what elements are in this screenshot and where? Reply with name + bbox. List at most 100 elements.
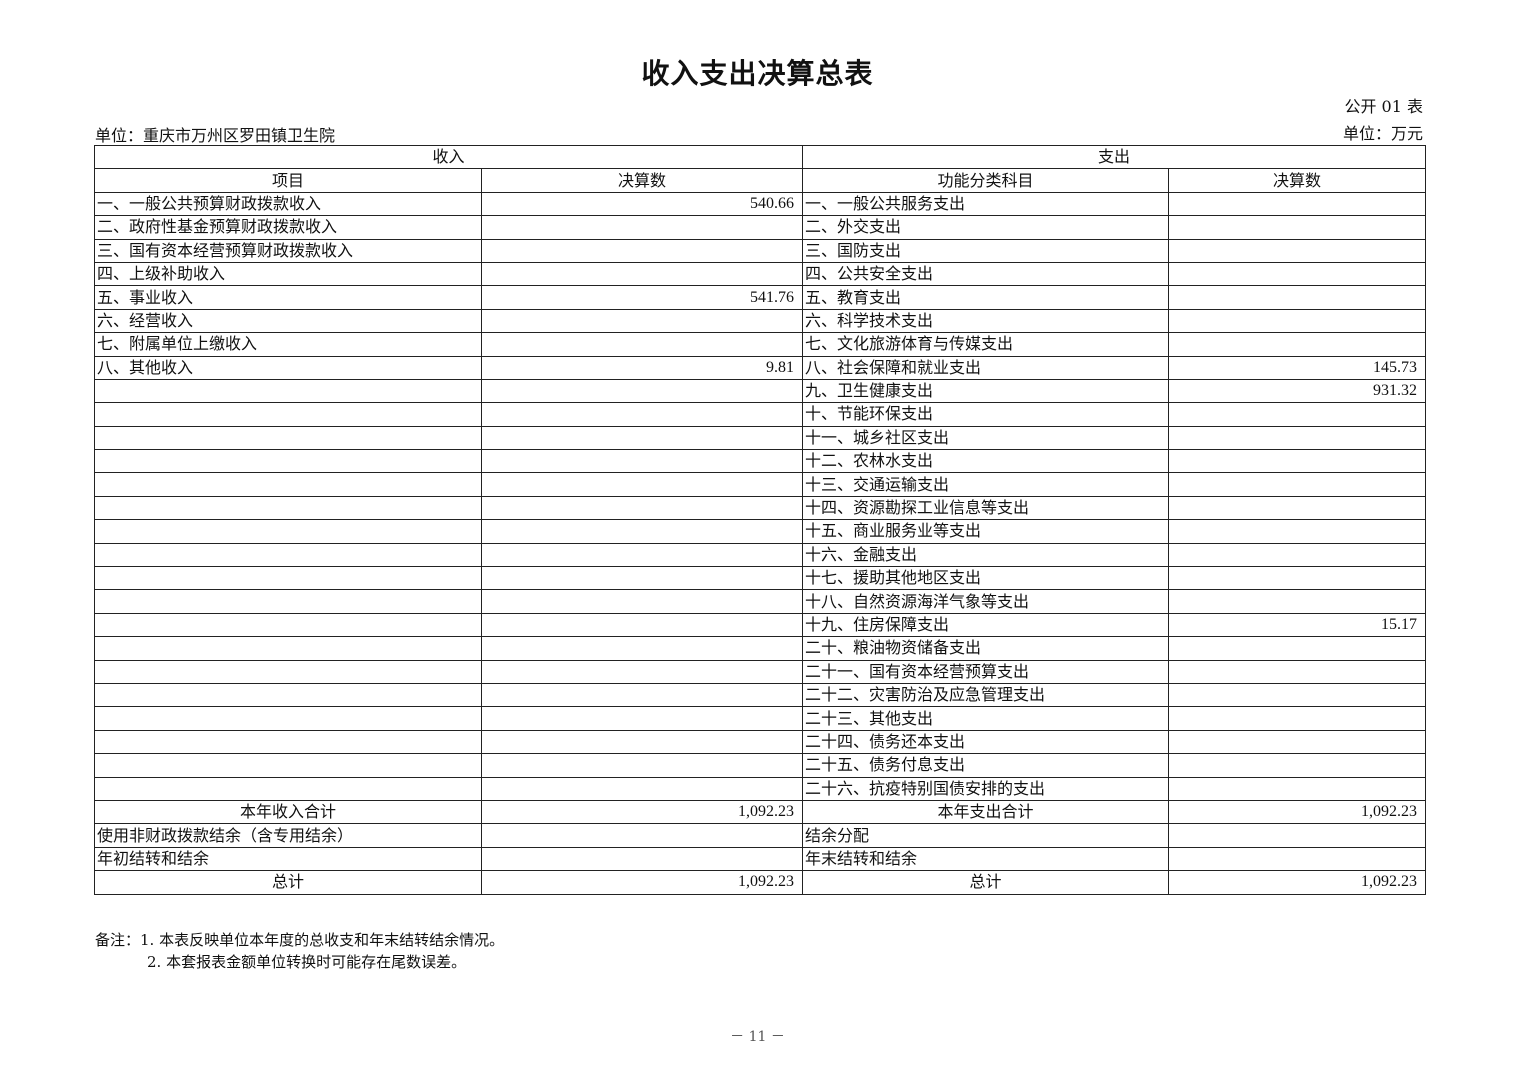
income-amount-cell	[480, 612, 804, 638]
income-item-cell	[94, 706, 482, 731]
table-row: 一、一般公共预算财政拨款收入 540.66 一、一般公共服务支出	[94, 191, 1427, 217]
table-row: 二、政府性基金预算财政拨款收入 二、外交支出	[94, 215, 1427, 240]
income-amount-cell	[480, 706, 804, 731]
expense-amount-cell	[1168, 753, 1427, 778]
expense-amount-cell	[1168, 449, 1427, 474]
summary-row: 年初结转和结余 年末结转和结余	[94, 846, 1427, 872]
income-amount-cell	[480, 332, 804, 357]
table-row: 二十四、债务还本支出	[94, 729, 1427, 755]
income-amount-header: 决算数	[480, 168, 804, 193]
table-row: 四、上级补助收入 四、公共安全支出	[94, 261, 1427, 287]
income-item-cell	[94, 659, 482, 684]
income-amount-cell: 1,092.23	[480, 870, 804, 895]
expense-amount-cell	[1168, 823, 1427, 848]
income-item-cell	[94, 449, 482, 474]
income-item-cell: 六、经营收入	[94, 308, 482, 334]
income-amount-cell	[480, 308, 804, 334]
summary-row: 总计 1,092.23 总计 1,092.23	[94, 870, 1427, 895]
expense-item-cell: 二十五、债务付息支出	[802, 753, 1170, 778]
expense-amount-cell	[1168, 402, 1427, 427]
table-row: 二十二、灾害防治及应急管理支出	[94, 682, 1427, 708]
expense-item-cell: 十二、农林水支出	[802, 449, 1170, 474]
income-amount-cell	[480, 589, 804, 614]
expense-item-cell: 二十、粮油物资储备支出	[802, 636, 1170, 661]
expense-section-header: 支出	[802, 144, 1427, 170]
income-amount-cell	[480, 261, 804, 287]
table-row: 二十三、其他支出	[94, 706, 1427, 731]
table-row: 七、附属单位上缴收入 七、文化旅游体育与传媒支出	[94, 332, 1427, 357]
income-expense-table: 收入 支出 项目 决算数 功能分类科目 决算数 一、一般公共预算财政拨款收入 54…	[93, 144, 1427, 895]
income-amount-cell	[480, 542, 804, 568]
expense-amount-cell	[1168, 566, 1427, 591]
table-row: 十五、商业服务业等支出	[94, 519, 1427, 544]
expense-amount-cell	[1168, 846, 1427, 872]
income-item-cell	[94, 753, 482, 778]
income-amount-cell	[480, 472, 804, 497]
table-row: 二十、粮油物资储备支出	[94, 636, 1427, 661]
income-item-cell	[94, 729, 482, 755]
organization-unit: 单位：重庆市万州区罗田镇卫生院	[95, 126, 336, 145]
income-amount-cell	[480, 378, 804, 404]
page-number: － 11 －	[730, 1029, 785, 1045]
expense-amount-cell: 931.32	[1168, 378, 1427, 404]
expense-amount-cell	[1168, 729, 1427, 755]
expense-item-cell: 十一、城乡社区支出	[802, 425, 1170, 451]
expense-amount-cell	[1168, 495, 1427, 521]
income-item-cell	[94, 495, 482, 521]
income-amount-cell	[480, 519, 804, 544]
income-amount-cell: 541.76	[480, 285, 804, 310]
expense-item-cell: 二十二、灾害防治及应急管理支出	[802, 682, 1170, 708]
expense-item-cell: 十、节能环保支出	[802, 402, 1170, 427]
income-item-cell: 本年收入合计	[94, 799, 482, 825]
income-amount-cell	[480, 402, 804, 427]
expense-item-cell: 二、外交支出	[802, 215, 1170, 240]
expense-amount-cell	[1168, 589, 1427, 614]
expense-item-cell: 九、卫生健康支出	[802, 378, 1170, 404]
expense-amount-cell: 1,092.23	[1168, 799, 1427, 825]
expense-amount-cell	[1168, 706, 1427, 731]
income-item-cell: 一、一般公共预算财政拨款收入	[94, 191, 482, 217]
income-amount-cell	[480, 659, 804, 684]
expense-item-cell: 二十一、国有资本经营预算支出	[802, 659, 1170, 684]
income-item-header: 项目	[94, 168, 482, 193]
table-row: 十三、交通运输支出	[94, 472, 1427, 497]
income-amount-cell	[480, 636, 804, 661]
table-row: 八、其他收入 9.81 八、社会保障和就业支出 145.73	[94, 355, 1427, 380]
note-1: 备注：1. 本表反映单位本年度的总收支和年末结转结余情况。	[95, 931, 505, 949]
notes: 备注：1. 本表反映单位本年度的总收支和年末结转结余情况。 2. 本套报表金额单…	[95, 929, 504, 973]
expense-amount-cell	[1168, 261, 1427, 287]
expense-amount-cell	[1168, 472, 1427, 497]
expense-amount-cell	[1168, 636, 1427, 661]
expense-item-cell: 三、国防支出	[802, 238, 1170, 263]
expense-item-cell: 八、社会保障和就业支出	[802, 355, 1170, 380]
expense-item-header: 功能分类科目	[802, 168, 1170, 193]
expense-amount-header: 决算数	[1168, 168, 1427, 193]
table-row: 十、节能环保支出	[94, 402, 1427, 427]
expense-item-cell: 六、科学技术支出	[802, 308, 1170, 334]
table-row: 九、卫生健康支出 931.32	[94, 378, 1427, 404]
income-item-cell	[94, 519, 482, 544]
table-row: 十八、自然资源海洋气象等支出	[94, 589, 1427, 614]
summary-row: 本年收入合计 1,092.23 本年支出合计 1,092.23	[94, 799, 1427, 825]
expense-item-cell: 一、一般公共服务支出	[802, 191, 1170, 217]
income-amount-cell	[480, 215, 804, 240]
income-item-cell	[94, 682, 482, 708]
table-row: 六、经营收入 六、科学技术支出	[94, 308, 1427, 334]
expense-item-cell: 二十四、债务还本支出	[802, 729, 1170, 755]
income-item-cell	[94, 402, 482, 427]
income-section-header: 收入	[93, 144, 804, 170]
expense-amount-cell	[1168, 519, 1427, 544]
expense-item-cell: 五、教育支出	[802, 285, 1170, 310]
table-row: 三、国有资本经营预算财政拨款收入 三、国防支出	[94, 238, 1427, 263]
table-row: 十四、资源勘探工业信息等支出	[94, 495, 1427, 521]
expense-item-cell: 七、文化旅游体育与传媒支出	[802, 332, 1170, 357]
income-amount-cell	[480, 753, 804, 778]
table-row: 十九、住房保障支出 15.17	[94, 612, 1427, 638]
income-item-cell	[94, 542, 482, 568]
income-amount-cell: 1,092.23	[480, 799, 804, 825]
expense-item-cell: 十八、自然资源海洋气象等支出	[802, 589, 1170, 614]
expense-amount-cell	[1168, 215, 1427, 240]
table-row: 十一、城乡社区支出	[94, 425, 1427, 451]
income-amount-cell: 540.66	[480, 191, 804, 217]
expense-amount-cell	[1168, 776, 1427, 801]
